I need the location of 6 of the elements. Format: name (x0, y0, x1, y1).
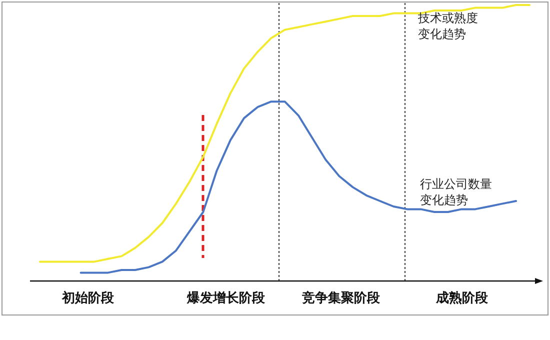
series-label: 行业公司数量变化趋势 (420, 177, 492, 207)
text: 爆发增长阶段 (186, 291, 266, 306)
text: 成熟阶段 (435, 290, 489, 306)
text: 竞争集聚阶段 (301, 290, 381, 306)
series-label: 技术或熟度变化趋势 (417, 11, 478, 41)
text: 初始阶段 (61, 290, 115, 306)
